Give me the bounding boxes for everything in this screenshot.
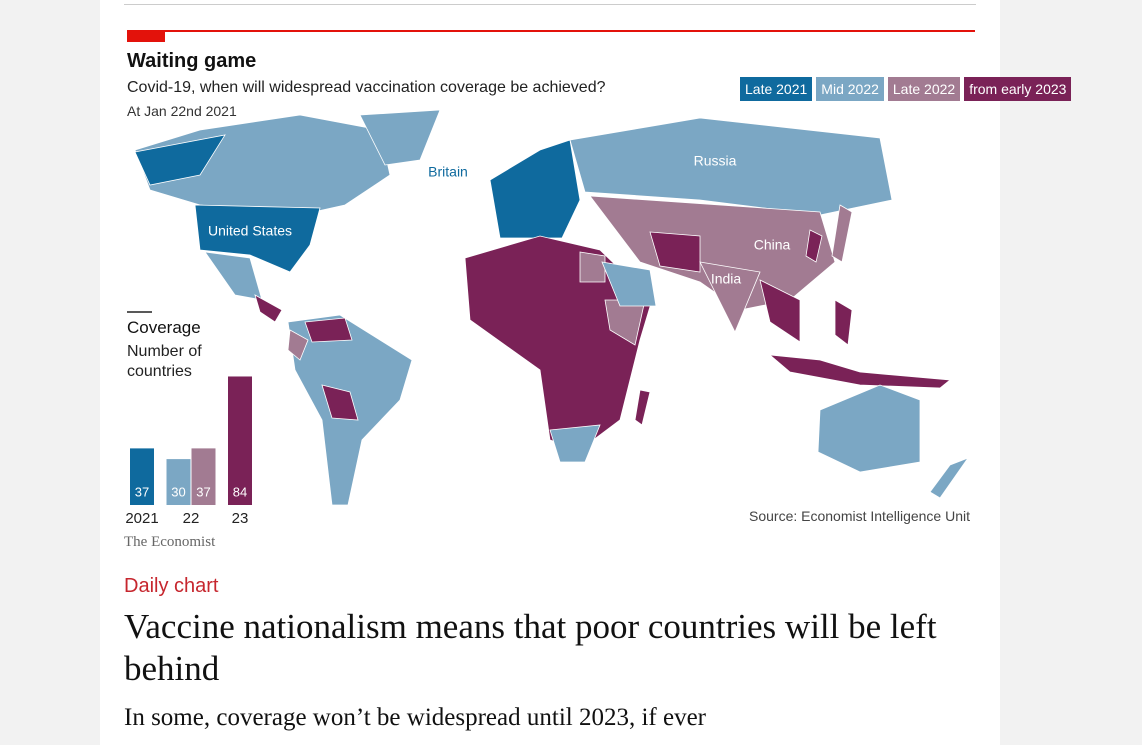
- japan: [831, 204, 853, 263]
- map-label: China: [754, 237, 791, 253]
- russia: [569, 117, 893, 216]
- x-tick-label: 22: [183, 510, 200, 527]
- section-label: Daily chart: [124, 575, 219, 597]
- x-tick-label: 2021: [125, 510, 158, 527]
- new-zealand: [929, 457, 970, 499]
- afghanistan-pakistan: [649, 231, 701, 273]
- legend-entry: Late 2022: [887, 77, 961, 101]
- mexico: [204, 251, 263, 301]
- map: Britain United States Russia China India 37 20…: [125, 109, 970, 527]
- bar-value-label: 37: [135, 484, 149, 499]
- date-note: At Jan 22nd 2021: [127, 103, 237, 119]
- legend-entry: Late 2021: [740, 77, 813, 101]
- egypt: [579, 251, 606, 283]
- africa: [464, 235, 653, 451]
- legend: Late 2021 Mid 2022 Late 2022 from early 202…: [740, 77, 1072, 101]
- map-label: India: [711, 271, 742, 287]
- korea: [805, 229, 823, 263]
- bar: [191, 448, 216, 505]
- source: Source: Economist Intelligence Unit: [749, 508, 970, 524]
- brand: The Economist: [124, 534, 216, 550]
- india: [699, 261, 761, 333]
- bar-value-label: 30: [171, 484, 185, 499]
- top-rule: [124, 4, 976, 5]
- central-america: [254, 294, 283, 323]
- europe: [489, 139, 581, 239]
- bar: [166, 459, 191, 505]
- subheadline: In some, coverage won’t be widespread un…: [124, 704, 706, 731]
- philippines: [834, 299, 853, 346]
- arabia: [601, 261, 657, 307]
- x-tick-label: 23: [232, 510, 249, 527]
- map-label: United States: [208, 223, 292, 239]
- bar: [130, 448, 154, 505]
- legend-entry: from early 2023: [964, 77, 1072, 101]
- red-tag: [127, 30, 165, 42]
- figure-title: Waiting game: [127, 50, 257, 72]
- bar: [228, 376, 252, 505]
- colombia: [287, 329, 309, 361]
- figure-subtitle: Covid-19, when will widespread vaccinati…: [127, 79, 606, 96]
- alaska: [134, 134, 226, 186]
- map-label: Britain: [428, 164, 468, 180]
- map-label: Russia: [694, 153, 737, 169]
- asia: [589, 195, 836, 311]
- bolivia: [321, 384, 359, 421]
- bar-value-label: 84: [233, 484, 247, 499]
- bar-value-label: 37: [196, 484, 210, 499]
- australia: [817, 384, 921, 473]
- indonesia: [768, 354, 952, 389]
- red-rule: [127, 30, 975, 32]
- article-column: Waiting game Covid-19, when will widespr…: [100, 0, 1072, 745]
- bar-subtitle: Number of countries: [127, 343, 202, 380]
- united-states: [194, 204, 321, 273]
- legend-entry: Mid 2022: [816, 77, 884, 101]
- headline: Vaccine nationalism means that poor coun…: [124, 607, 937, 688]
- venezuela: [304, 317, 353, 343]
- bar-title: Coverage: [127, 318, 201, 337]
- greenland: [359, 109, 441, 166]
- southeast-asia: [759, 279, 801, 343]
- madagascar: [634, 389, 651, 426]
- south-africa: [549, 424, 601, 463]
